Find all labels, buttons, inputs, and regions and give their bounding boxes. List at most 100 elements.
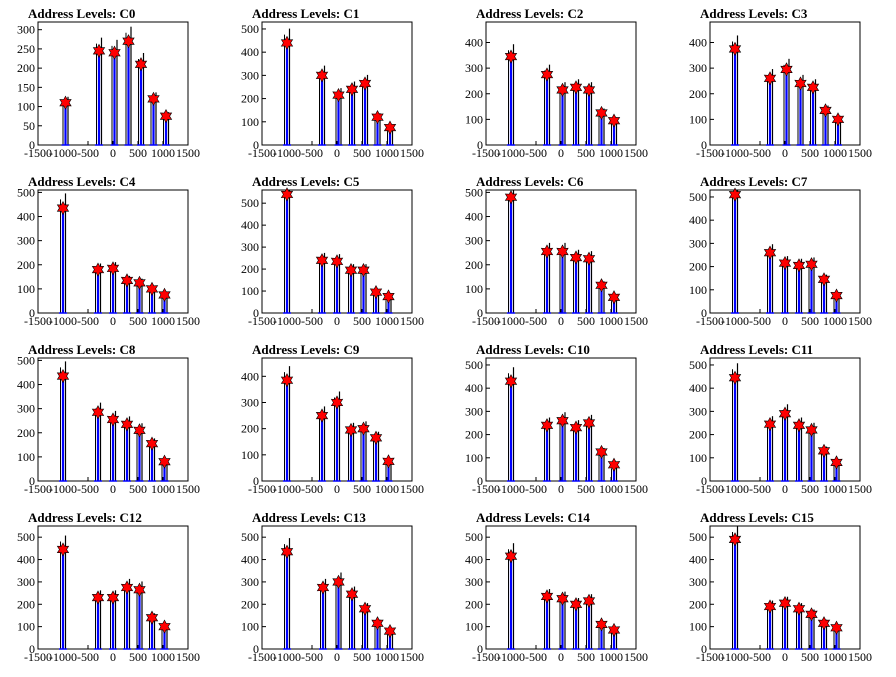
y-tick-label: 200	[17, 597, 35, 611]
x-tick-label: 0	[110, 314, 116, 328]
y-tick-label: 300	[241, 395, 259, 409]
y-tick-label: 100	[689, 620, 707, 634]
x-tick-label: 1000	[823, 650, 847, 664]
x-tick-label: 1500	[624, 146, 648, 160]
peak-marker-star	[280, 544, 294, 559]
peak-marker-star	[369, 430, 383, 445]
chart-panel: Address Levels: C9 0 100 200 300 400 -1500-100…	[241, 342, 424, 496]
x-tick-label: -1500	[24, 314, 52, 328]
peak-marker-star	[582, 593, 596, 609]
x-tick-label: 0	[558, 146, 564, 160]
peak-marker-star	[607, 622, 621, 638]
x-tick-label: -500	[749, 482, 771, 496]
peak-marker-star	[792, 258, 806, 273]
y-tick-label: 100	[17, 620, 35, 634]
y-tick-label: 400	[465, 210, 483, 224]
y-tick-label: 200	[689, 597, 707, 611]
y-tick-label: 400	[17, 378, 35, 392]
x-tick-label: 500	[353, 482, 371, 496]
peak-marker-star	[106, 412, 120, 427]
y-tick-label: 400	[241, 218, 259, 232]
y-tick-label: 500	[689, 530, 707, 544]
y-tick-label: 500	[241, 196, 259, 210]
x-tick-label: -1500	[472, 314, 500, 328]
y-tick-label: 0	[253, 474, 259, 488]
x-tick-label: 0	[782, 482, 788, 496]
peak-marker-star	[763, 599, 777, 614]
peak-marker-star	[134, 57, 148, 72]
peak-marker-star	[133, 582, 146, 597]
peak-marker-star	[817, 616, 831, 631]
x-tick-label: 500	[577, 650, 595, 664]
chart-title: Address Levels: C4	[28, 174, 136, 189]
chart-title: Address Levels: C3	[700, 6, 808, 21]
peak-marker-star	[819, 103, 832, 118]
peak-marker-star	[728, 41, 742, 57]
y-tick-label: 200	[689, 87, 707, 101]
x-tick-label: -500	[77, 482, 99, 496]
peak-marker-star	[280, 373, 294, 388]
peak-marker-star	[582, 251, 596, 266]
chart-title: Address Levels: C13	[252, 510, 366, 525]
x-tick-label: 1500	[176, 314, 200, 328]
y-tick-label: 500	[465, 358, 483, 372]
chart-title: Address Levels: C0	[28, 6, 135, 21]
y-tick-label: 0	[701, 306, 707, 320]
chart-panel: Address Levels: C2 0 100 200 300 400 -1500-100…	[465, 6, 648, 160]
chart-panel: Address Levels: C15 0 100 200 300 400 500 -1500…	[689, 510, 872, 664]
chart-panel: Address Levels: C10100200300400500-1500-…	[241, 6, 424, 160]
x-tick-label: 500	[353, 146, 371, 160]
peak-marker-star	[145, 436, 159, 451]
peak-marker-star	[569, 250, 583, 265]
peak-marker-star	[158, 619, 171, 634]
peak-marker-star	[371, 616, 384, 631]
x-tick-label: -1000	[721, 650, 749, 664]
peak-marker-star	[91, 405, 105, 420]
y-tick-label: 300	[465, 404, 483, 418]
peak-marker-star	[56, 542, 70, 557]
peak-marker-star	[504, 190, 518, 205]
chart-panel: Address Levels: C40100200300400500-1500-…	[17, 174, 200, 328]
x-tick-label: -500	[77, 146, 99, 160]
chart-panel: Address Levels: C13 0 100 200 300 400 500 -1500…	[241, 510, 424, 664]
peak-marker-star	[595, 105, 608, 121]
y-tick-label: 200	[241, 262, 259, 276]
y-tick-label: 100	[465, 112, 483, 126]
peak-marker-star	[315, 408, 329, 423]
peak-marker-star	[569, 80, 583, 95]
y-tick-label: 0	[477, 138, 483, 152]
peak-marker-star	[344, 263, 358, 278]
y-tick-label: 200	[241, 422, 259, 436]
x-tick-label: 1500	[848, 482, 872, 496]
peak-marker-star	[280, 187, 294, 202]
x-tick-label: -1500	[472, 650, 500, 664]
x-tick-label: 0	[334, 314, 340, 328]
y-tick-label: 100	[465, 282, 483, 296]
x-tick-label: 0	[558, 650, 564, 664]
x-tick-label: -500	[525, 314, 547, 328]
peak-marker-star	[540, 67, 554, 82]
x-tick-label: 1500	[848, 146, 872, 160]
x-tick-label: 1500	[624, 650, 648, 664]
x-tick-label: 1000	[151, 482, 175, 496]
x-tick-label: 1000	[151, 650, 175, 664]
peak-marker-star	[147, 91, 160, 107]
y-tick-label: 400	[689, 553, 707, 567]
peak-marker-star	[56, 368, 70, 384]
x-tick-label: -1500	[696, 650, 724, 664]
y-tick-label: 0	[701, 474, 707, 488]
chart-panel: Address Levels: C60100200300400500-1500-…	[465, 174, 648, 328]
peak-marker-star	[830, 620, 843, 635]
y-tick-label: 200	[17, 61, 35, 75]
peak-marker-star	[763, 245, 777, 260]
peak-marker-star	[332, 574, 345, 590]
x-tick-label: 0	[782, 650, 788, 664]
peak-marker-star	[383, 623, 397, 639]
x-tick-label: 1000	[599, 482, 623, 496]
peak-marker-star	[92, 43, 106, 58]
peak-marker-star	[805, 607, 818, 622]
peak-marker-star	[540, 244, 554, 259]
x-tick-label: 500	[577, 146, 595, 160]
